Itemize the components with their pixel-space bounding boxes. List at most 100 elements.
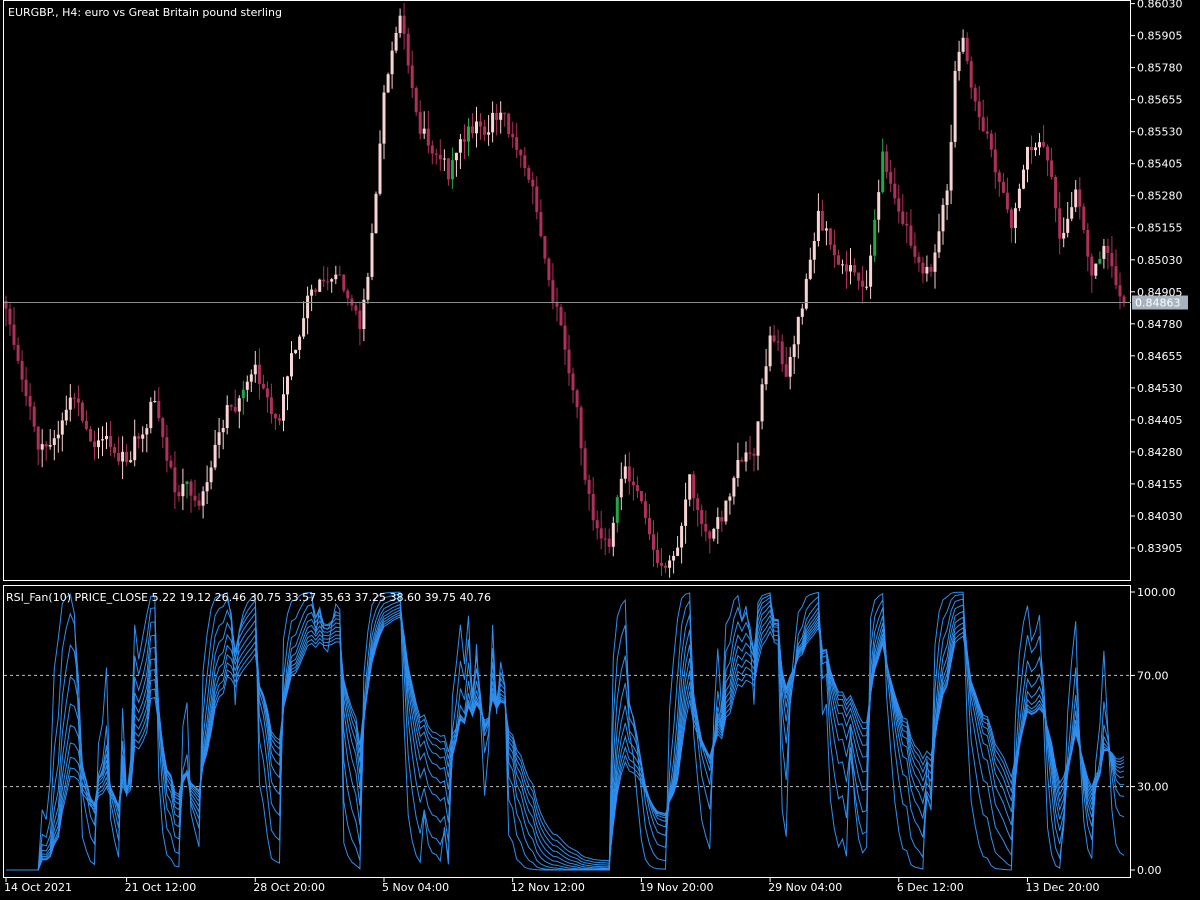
rsi-tick-label: 0.00	[1137, 864, 1162, 877]
candle-body	[430, 145, 434, 154]
price-tick-label: 0.85280	[1137, 190, 1183, 203]
candle-body	[1082, 206, 1086, 230]
candle-body	[406, 33, 410, 66]
time-tick-label: 5 Nov 04:00	[382, 881, 449, 894]
candle-body	[559, 306, 563, 326]
candle-body	[925, 266, 929, 274]
candle-body	[764, 366, 768, 385]
candle-body	[965, 37, 969, 62]
candle-body	[414, 88, 418, 113]
candle-body	[837, 255, 840, 265]
candle-body	[330, 279, 334, 282]
candle-body	[471, 126, 474, 134]
candle-body	[816, 210, 820, 241]
time-tick-label: 12 Nov 12:00	[511, 881, 585, 894]
candle-body	[20, 360, 24, 380]
candle-body	[221, 428, 225, 433]
candle-body	[543, 236, 547, 259]
candle-body	[76, 398, 80, 403]
candle-body	[177, 492, 181, 497]
candle-body	[953, 70, 957, 142]
candle-body	[1106, 246, 1110, 253]
rsi-lines-group	[6, 591, 1125, 871]
time-tick-label: 6 Dec 12:00	[897, 881, 964, 894]
candle-body	[89, 429, 92, 442]
candle-body	[519, 149, 523, 156]
candle-body	[515, 137, 519, 150]
candle-body	[282, 394, 285, 421]
candle-body	[668, 560, 672, 568]
candle-body	[342, 274, 346, 291]
candle-body	[370, 233, 374, 277]
candle-body	[1086, 229, 1090, 257]
candle-body	[253, 364, 257, 375]
candle-body	[141, 434, 145, 439]
candle-body	[233, 406, 237, 412]
price-tick-label: 0.84405	[1137, 414, 1183, 427]
candle-body	[36, 426, 40, 450]
rsi-tick-label: 70.00	[1137, 669, 1169, 682]
candle-body	[346, 290, 350, 299]
candle-body	[113, 447, 117, 453]
candle-body	[438, 154, 442, 160]
candle-body	[1022, 169, 1025, 189]
candle-body	[48, 445, 52, 447]
candle-body	[1078, 189, 1082, 207]
candle-body	[973, 87, 977, 102]
candle-body	[310, 289, 314, 296]
candle-body	[969, 61, 973, 88]
candle-body	[24, 379, 28, 397]
candle-body	[1042, 142, 1046, 147]
candle-body	[189, 481, 193, 496]
candle-body	[358, 310, 362, 329]
candle-body	[16, 344, 20, 361]
candle-body	[849, 265, 852, 272]
candle-body	[688, 474, 692, 500]
price-tick-label: 0.85155	[1137, 222, 1183, 235]
candle-body	[44, 444, 48, 447]
candle-body	[897, 198, 901, 212]
candle-body	[507, 113, 511, 135]
candle-body	[398, 15, 402, 33]
candle-body	[241, 389, 245, 399]
price-y-axis: 0.86030 0.85905 0.85780 0.85655 0.85530 0.854…	[1131, 0, 1183, 555]
price-tick-label: 0.85030	[1137, 254, 1183, 267]
price-tick-label: 0.85780	[1137, 62, 1183, 75]
rsi-series-line	[6, 603, 1125, 871]
candle-body	[374, 193, 378, 234]
candle-body	[4, 300, 8, 309]
candle-body	[993, 149, 997, 173]
candle-body	[832, 244, 836, 256]
candle-body	[800, 308, 804, 317]
candle-body	[302, 318, 306, 337]
candle-body	[68, 397, 72, 410]
candle-body	[101, 439, 104, 441]
candle-body	[909, 225, 913, 246]
candle-body	[615, 497, 619, 523]
rsi-series-line	[6, 596, 1125, 871]
candle-body	[503, 112, 507, 114]
price-tick-label: 0.85905	[1137, 30, 1183, 43]
candle-body	[792, 344, 796, 357]
candle-body	[1122, 296, 1126, 303]
candle-body	[298, 336, 302, 350]
candle-body	[185, 481, 189, 485]
candle-body	[1026, 146, 1029, 170]
candle-body	[555, 301, 559, 307]
candle-body	[812, 241, 816, 260]
candle-body	[173, 467, 177, 493]
candle-body	[732, 477, 736, 497]
current-price-tag	[1132, 295, 1188, 310]
candle-body	[700, 510, 704, 524]
candle-body	[97, 440, 100, 448]
candle-body	[499, 112, 503, 120]
candle-body	[245, 381, 249, 390]
candle-body	[1034, 147, 1037, 151]
candle-body	[772, 335, 776, 342]
candle-body	[893, 183, 897, 199]
candle-body	[820, 210, 824, 231]
candle-body	[217, 432, 221, 445]
candle-body	[579, 407, 583, 449]
candle-body	[857, 272, 861, 281]
candle-body	[294, 349, 298, 354]
